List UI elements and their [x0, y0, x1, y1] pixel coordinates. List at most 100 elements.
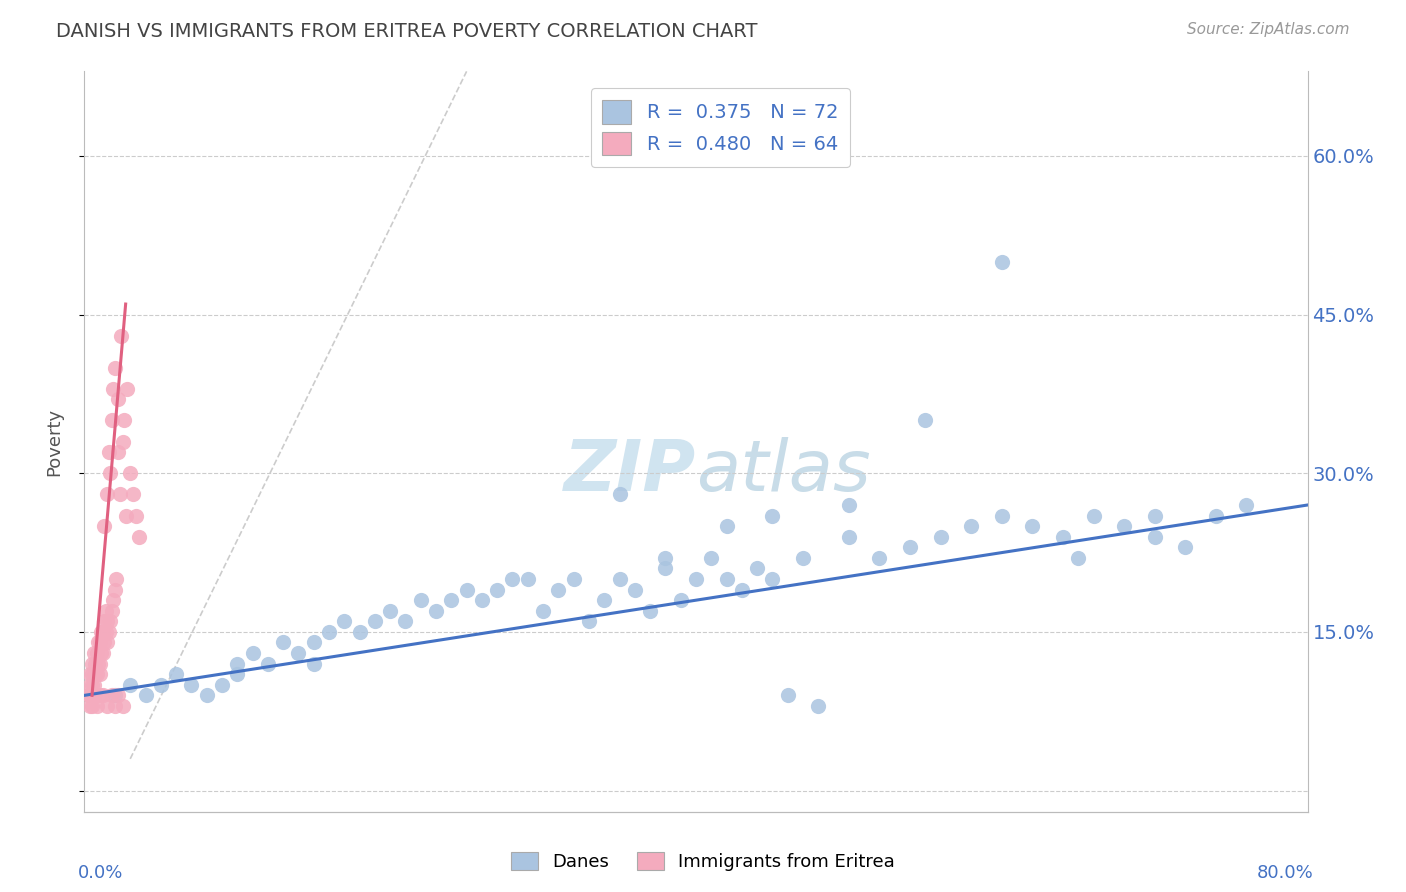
Point — [838, 498, 860, 512]
Point — [101, 413, 124, 427]
Point — [1067, 550, 1090, 565]
Point — [165, 667, 187, 681]
Point — [1021, 519, 1043, 533]
Point — [89, 689, 111, 703]
Point — [91, 646, 114, 660]
Point — [1174, 541, 1197, 555]
Point — [89, 657, 111, 671]
Point — [624, 582, 647, 597]
Point — [89, 635, 111, 649]
Point — [394, 615, 416, 629]
Text: ZIP: ZIP — [564, 437, 696, 506]
Point — [98, 615, 121, 629]
Point — [93, 635, 115, 649]
Point — [111, 434, 134, 449]
Point — [685, 572, 707, 586]
Point — [486, 582, 509, 597]
Point — [83, 646, 105, 660]
Point — [101, 604, 124, 618]
Point — [609, 487, 631, 501]
Legend: R =  0.375   N = 72, R =  0.480   N = 64: R = 0.375 N = 72, R = 0.480 N = 64 — [591, 88, 851, 167]
Point — [96, 487, 118, 501]
Text: atlas: atlas — [696, 437, 870, 506]
Point — [84, 657, 107, 671]
Point — [654, 561, 676, 575]
Point — [86, 698, 108, 713]
Point — [122, 487, 145, 501]
Point — [792, 550, 814, 565]
Point — [108, 487, 131, 501]
Point — [120, 467, 142, 481]
Point — [91, 624, 114, 639]
Point — [125, 508, 148, 523]
Point — [669, 593, 692, 607]
Point — [128, 530, 150, 544]
Point — [716, 572, 738, 586]
Point — [80, 678, 103, 692]
Point — [97, 624, 120, 639]
Point — [87, 635, 110, 649]
Point — [103, 382, 125, 396]
Point — [761, 508, 783, 523]
Point — [302, 635, 325, 649]
Point — [98, 467, 121, 481]
Point — [547, 582, 569, 597]
Point — [110, 328, 132, 343]
Point — [101, 689, 124, 703]
Y-axis label: Poverty: Poverty — [45, 408, 63, 475]
Point — [1205, 508, 1227, 523]
Point — [716, 519, 738, 533]
Point — [700, 550, 723, 565]
Point — [77, 689, 100, 703]
Point — [456, 582, 478, 597]
Point — [271, 635, 294, 649]
Point — [562, 572, 585, 586]
Point — [96, 615, 118, 629]
Point — [83, 678, 105, 692]
Point — [83, 689, 105, 703]
Point — [111, 698, 134, 713]
Point — [80, 667, 103, 681]
Point — [609, 572, 631, 586]
Point — [838, 530, 860, 544]
Text: 0.0%: 0.0% — [79, 863, 124, 881]
Point — [86, 646, 108, 660]
Point — [107, 392, 129, 407]
Point — [90, 624, 112, 639]
Point — [226, 657, 249, 671]
Point — [287, 646, 309, 660]
Point — [1143, 508, 1166, 523]
Text: Source: ZipAtlas.com: Source: ZipAtlas.com — [1187, 22, 1350, 37]
Point — [302, 657, 325, 671]
Point — [578, 615, 600, 629]
Point — [638, 604, 661, 618]
Point — [516, 572, 538, 586]
Point — [77, 689, 100, 703]
Point — [409, 593, 432, 607]
Point — [80, 698, 103, 713]
Point — [869, 550, 891, 565]
Point — [120, 678, 142, 692]
Point — [226, 667, 249, 681]
Point — [425, 604, 447, 618]
Point — [96, 635, 118, 649]
Point — [761, 572, 783, 586]
Point — [89, 667, 111, 681]
Point — [94, 624, 117, 639]
Point — [112, 413, 135, 427]
Point — [333, 615, 356, 629]
Point — [807, 698, 830, 713]
Point — [107, 445, 129, 459]
Point — [195, 689, 218, 703]
Point — [242, 646, 264, 660]
Point — [960, 519, 983, 533]
Point — [991, 508, 1014, 523]
Point — [107, 689, 129, 703]
Legend: Danes, Immigrants from Eritrea: Danes, Immigrants from Eritrea — [503, 845, 903, 879]
Point — [103, 593, 125, 607]
Point — [79, 667, 101, 681]
Point — [776, 689, 799, 703]
Point — [135, 689, 157, 703]
Point — [654, 550, 676, 565]
Point — [991, 254, 1014, 268]
